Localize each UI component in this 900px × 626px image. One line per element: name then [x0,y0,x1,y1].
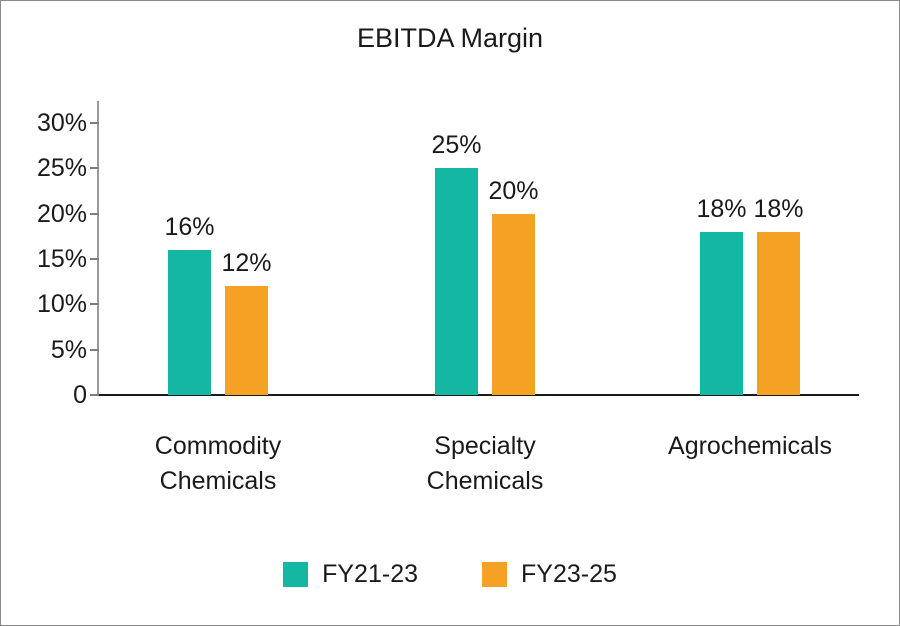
category-label-agrochemicals: Agrochemicals [668,432,832,460]
bar-value-label: 18% [696,194,747,223]
category-label-commodity-chemicals: Commodity Chemicals [154,432,282,495]
y-axis-line [97,101,99,396]
y-tick-mark [90,212,99,215]
y-tick-label: 15% [36,245,87,273]
bar-fy21-23-specialty-chemicals [435,168,478,395]
y-tick-label: 25% [36,154,87,183]
y-tick-label: 20% [36,199,87,228]
bar-fy23-25-commodity-chemicals [225,286,268,395]
y-tick-label: 10% [36,290,87,319]
y-tick-label: 0 [73,381,87,409]
bar-fy21-23-agrochemicals [700,231,743,395]
legend-label: FY23-25 [521,560,617,588]
bar-fy21-23-commodity-chemicals [168,249,211,395]
y-tick-mark [90,258,99,260]
bar-value-label: 18% [753,194,804,223]
legend-item-fy21-23: FY21-23 [283,559,418,589]
bar-value-label: 12% [221,249,272,278]
y-tick-label: 5% [50,335,87,364]
y-tick-label: 30% [36,109,87,137]
y-tick-mark [90,122,99,124]
legend-item-fy23-25: FY23-25 [482,559,617,589]
y-tick-mark [90,167,99,170]
bar-value-label: 16% [164,212,215,241]
legend-swatch-fy23-25 [482,561,507,587]
chart-title: EBITDA Margin [356,23,544,53]
bar-value-label: 25% [431,131,482,160]
legend: FY21-23 FY23-25 [1,559,899,589]
x-axis-line [97,394,859,396]
bar-value-label: 20% [488,176,539,205]
legend-swatch-fy21-23 [283,561,309,587]
legend-label: FY21-23 [322,560,418,588]
y-tick-mark [90,348,99,351]
y-tick-mark [90,394,99,396]
bar-fy23-25-agrochemicals [757,231,800,395]
y-tick-mark [90,303,99,306]
bar-fy23-25-specialty-chemicals [492,213,535,395]
category-label-specialty-chemicals: Specialty Chemicals [426,432,544,495]
